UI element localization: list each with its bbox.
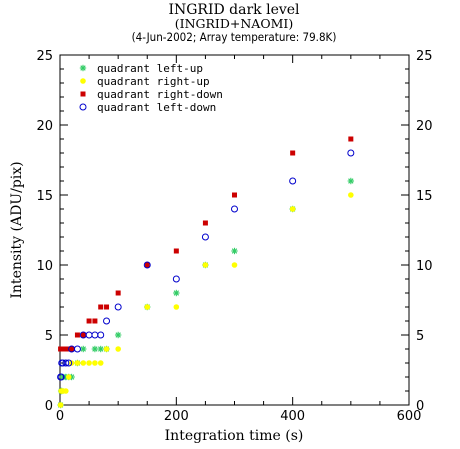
data-point xyxy=(114,303,122,311)
data-point xyxy=(86,318,92,324)
data-point xyxy=(115,346,121,352)
data-point xyxy=(348,136,354,142)
y-tick-label: 15 xyxy=(36,189,53,204)
y-tick-label: 20 xyxy=(36,119,53,134)
data-point xyxy=(92,360,98,366)
data-point xyxy=(104,304,110,310)
series-2 xyxy=(57,192,354,408)
y-tick-label-right: 25 xyxy=(416,49,433,64)
y-tick-label-right: 20 xyxy=(416,119,433,134)
data-point xyxy=(202,220,208,226)
y-tick-label: 5 xyxy=(45,329,53,344)
data-point xyxy=(173,304,180,310)
data-point xyxy=(63,346,69,352)
legend-marker xyxy=(80,78,86,84)
data-point xyxy=(348,192,354,198)
data-point xyxy=(57,402,64,408)
y-tick-label: 25 xyxy=(36,49,53,64)
legend-marker xyxy=(79,64,87,72)
data-point xyxy=(74,332,80,338)
data-point xyxy=(347,149,355,157)
y-tick-label-right: 5 xyxy=(416,329,424,344)
data-point xyxy=(114,331,122,339)
y-tick-label-right: 15 xyxy=(416,189,433,204)
data-point xyxy=(80,332,86,338)
data-point xyxy=(232,192,237,198)
legend-marker xyxy=(80,91,86,97)
data-marks xyxy=(57,136,355,409)
data-point xyxy=(57,373,65,381)
data-point xyxy=(97,345,104,353)
series-4 xyxy=(57,149,355,381)
data-point xyxy=(201,233,209,241)
data-point xyxy=(65,374,72,380)
data-point xyxy=(347,177,355,185)
x-tick-label: 200 xyxy=(164,409,189,424)
series-1 xyxy=(57,177,355,409)
data-point xyxy=(289,206,296,212)
y-axis-label: Intensity (ADU/pix) xyxy=(9,161,25,298)
data-point xyxy=(202,262,209,268)
legend-label: quadrant right-up xyxy=(97,75,210,88)
y-tick-label-right: 10 xyxy=(416,259,433,274)
data-point xyxy=(60,346,66,352)
data-point xyxy=(144,262,150,268)
data-point xyxy=(92,318,98,324)
data-point xyxy=(85,331,93,339)
data-point xyxy=(63,388,69,394)
y-tick-label-right: 0 xyxy=(416,399,424,414)
x-tick-label: 0 xyxy=(56,409,64,424)
data-point xyxy=(98,304,104,310)
data-point xyxy=(231,262,238,268)
data-point xyxy=(144,304,151,310)
data-point xyxy=(103,317,111,325)
data-point xyxy=(80,345,87,353)
y-tick-label: 0 xyxy=(45,399,53,414)
legend-label: quadrant left-down xyxy=(97,101,216,114)
chart-subtitle: (INGRID+NAOMI) xyxy=(175,16,293,31)
chart-title: INGRID dark level xyxy=(168,2,300,18)
data-point xyxy=(103,346,110,352)
x-axis-label: Integration time (s) xyxy=(165,428,304,444)
data-point xyxy=(231,247,238,255)
x-tick-label: 600 xyxy=(397,409,422,424)
data-point xyxy=(173,289,180,297)
legend-label: quadrant right-down xyxy=(97,88,223,101)
data-point xyxy=(289,177,297,185)
legend-label: quadrant left-up xyxy=(97,62,203,75)
data-point xyxy=(115,290,121,296)
data-point xyxy=(91,345,99,353)
data-point xyxy=(91,331,99,339)
data-point xyxy=(97,331,105,339)
y-tick-label: 10 xyxy=(36,259,53,274)
data-point xyxy=(65,359,73,367)
data-point xyxy=(80,360,87,366)
data-point xyxy=(86,360,92,366)
data-point xyxy=(62,359,70,367)
data-point xyxy=(69,346,75,352)
data-point xyxy=(172,275,180,283)
data-point xyxy=(74,360,81,366)
chart-subtitle-2: (4-Jun-2002; Array temperature: 79.8K) xyxy=(132,30,337,44)
data-point xyxy=(97,360,104,366)
x-tick-label: 400 xyxy=(280,409,305,424)
data-point xyxy=(231,205,238,213)
legend-marker xyxy=(79,103,87,111)
data-point xyxy=(143,261,151,269)
data-point xyxy=(290,150,296,156)
data-point xyxy=(173,248,179,254)
data-point xyxy=(73,345,81,353)
series-3 xyxy=(58,136,354,352)
